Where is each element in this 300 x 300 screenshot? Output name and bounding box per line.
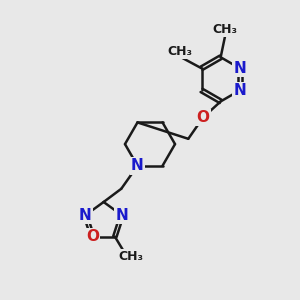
Text: N: N <box>116 208 128 223</box>
Text: CH₃: CH₃ <box>213 23 238 36</box>
Text: CH₃: CH₃ <box>167 45 192 58</box>
Text: CH₃: CH₃ <box>118 250 143 263</box>
Text: N: N <box>233 83 246 98</box>
Text: N: N <box>131 158 144 173</box>
Text: N: N <box>233 61 246 76</box>
Text: N: N <box>79 208 92 223</box>
Text: O: O <box>86 229 99 244</box>
Text: O: O <box>196 110 209 125</box>
